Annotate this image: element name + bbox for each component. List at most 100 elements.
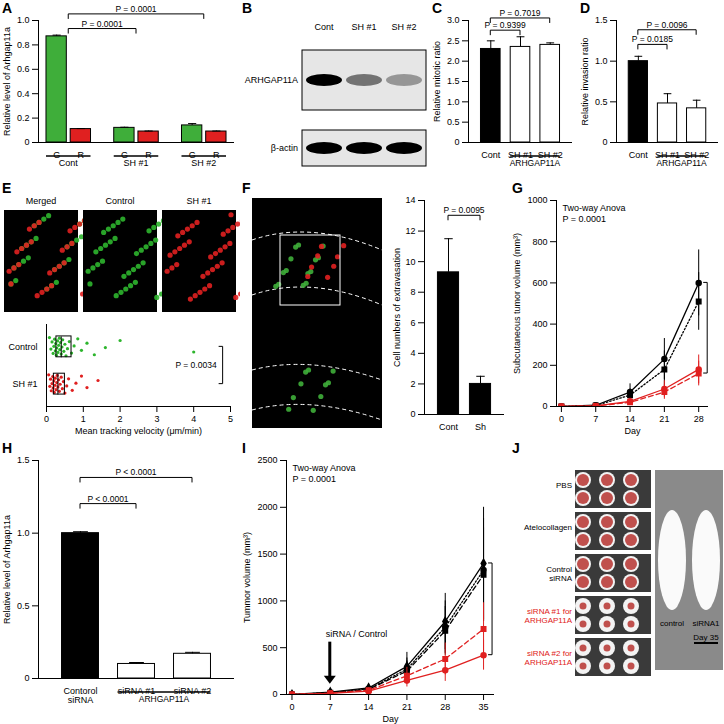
svg-text:1.0: 1.0	[595, 56, 608, 66]
svg-text:P = 0.7019: P = 0.7019	[499, 8, 540, 18]
svg-text:P = 0.0001: P = 0.0001	[293, 474, 337, 484]
svg-text:12: 12	[405, 226, 415, 236]
svg-text:Two-way Anova: Two-way Anova	[293, 463, 356, 473]
svg-text:7: 7	[593, 414, 598, 424]
svg-text:P = 0.0095: P = 0.0095	[443, 205, 484, 215]
svg-text:ARHGAP11A: ARHGAP11A	[139, 694, 190, 704]
svg-text:0: 0	[542, 401, 547, 411]
svg-text:P = 0.0001: P = 0.0001	[82, 19, 123, 29]
svg-text:Cont: Cont	[629, 150, 649, 160]
svg-text:Merged: Merged	[26, 196, 57, 206]
svg-text:ARHGAP11A: ARHGAP11A	[656, 158, 707, 168]
svg-text:21: 21	[659, 414, 669, 424]
svg-text:P = 0.0185: P = 0.0185	[632, 34, 673, 44]
svg-text:ControlsiRNA: ControlsiRNA	[546, 565, 572, 583]
svg-text:0.8: 0.8	[17, 40, 30, 50]
svg-text:0: 0	[24, 673, 29, 683]
svg-text:β-actin: β-actin	[271, 143, 298, 153]
svg-text:Relative invasion ratio: Relative invasion ratio	[580, 37, 590, 125]
svg-text:0.5: 0.5	[595, 97, 608, 107]
svg-text:2.5: 2.5	[447, 36, 460, 46]
svg-text:Control: Control	[8, 342, 37, 352]
svg-text:0: 0	[289, 702, 294, 712]
svg-text:0: 0	[24, 137, 29, 147]
svg-text:5: 5	[228, 414, 233, 424]
svg-text:Cont: Cont	[59, 158, 79, 168]
svg-text:0: 0	[559, 414, 564, 424]
svg-text:6: 6	[410, 318, 415, 328]
svg-text:siRNA / Control: siRNA / Control	[326, 629, 388, 639]
svg-text:Sh: Sh	[475, 422, 486, 432]
svg-text:0.5: 0.5	[17, 601, 30, 611]
svg-text:siRNA #2 forARHGAP11A: siRNA #2 forARHGAP11A	[525, 649, 573, 667]
svg-text:P = 0.0034: P = 0.0034	[175, 360, 216, 370]
svg-text:2500: 2500	[257, 455, 277, 465]
svg-text:1500: 1500	[257, 549, 277, 559]
svg-text:Control: Control	[105, 196, 134, 206]
svg-text:siRNA #1 forARHGAP11A: siRNA #1 forARHGAP11A	[525, 607, 573, 625]
svg-text:Two-way Anova: Two-way Anova	[563, 203, 626, 213]
svg-text:Day 35: Day 35	[693, 633, 719, 642]
svg-text:Relative level of Arhgap11a: Relative level of Arhgap11a	[2, 515, 12, 624]
svg-text:P = 0.0096: P = 0.0096	[646, 20, 687, 30]
svg-text:0.5: 0.5	[447, 117, 460, 127]
svg-text:siRNA1: siRNA1	[692, 619, 720, 628]
svg-text:ARHGAP11A: ARHGAP11A	[245, 75, 298, 85]
svg-text:7: 7	[328, 702, 333, 712]
svg-text:600: 600	[532, 278, 547, 288]
svg-text:PBS: PBS	[556, 481, 572, 490]
svg-text:SH #1: SH #1	[12, 379, 37, 389]
svg-text:ContorolsiRNA: ContorolsiRNA	[63, 686, 97, 705]
svg-text:Day: Day	[624, 426, 641, 436]
svg-text:0.4: 0.4	[17, 89, 30, 99]
svg-text:Cont: Cont	[481, 150, 501, 160]
svg-text:2: 2	[410, 379, 415, 389]
svg-text:21: 21	[402, 702, 412, 712]
svg-text:SH #1: SH #1	[186, 196, 211, 206]
svg-text:SH #2: SH #2	[391, 22, 416, 32]
svg-text:Relative level of Arhgap11a: Relative level of Arhgap11a	[2, 27, 12, 136]
svg-text:14: 14	[364, 702, 374, 712]
svg-text:2.0: 2.0	[447, 56, 460, 66]
svg-text:ARHGAP11A: ARHGAP11A	[510, 158, 561, 168]
svg-text:1000: 1000	[527, 195, 547, 205]
svg-text:Cell numbers of extravasation: Cell numbers of extravasation	[392, 248, 402, 367]
svg-text:400: 400	[532, 319, 547, 329]
svg-text:Subcutaneous tumor volume (mm³: Subcutaneous tumor volume (mm³)	[512, 233, 522, 374]
svg-text:1.0: 1.0	[447, 97, 460, 107]
svg-text:1.0: 1.0	[17, 528, 30, 538]
svg-text:800: 800	[532, 237, 547, 247]
svg-text:Relative mitotic ratio: Relative mitotic ratio	[432, 41, 442, 122]
svg-text:Tummor volume (mm³): Tummor volume (mm³)	[242, 532, 252, 623]
svg-text:1.5: 1.5	[595, 15, 608, 25]
svg-text:Day: Day	[382, 714, 399, 724]
svg-text:Cont: Cont	[439, 422, 459, 432]
svg-text:1.5: 1.5	[447, 76, 460, 86]
svg-text:1.5: 1.5	[17, 455, 30, 465]
svg-text:0: 0	[44, 414, 49, 424]
svg-text:SH #1: SH #1	[123, 158, 148, 168]
svg-text:4: 4	[191, 414, 196, 424]
svg-text:3.0: 3.0	[447, 15, 460, 25]
svg-text:R: R	[78, 150, 85, 160]
svg-text:14: 14	[405, 195, 415, 205]
svg-text:0: 0	[454, 137, 459, 147]
svg-text:P = 0.0001: P = 0.0001	[115, 4, 156, 14]
svg-text:200: 200	[532, 360, 547, 370]
svg-text:500: 500	[262, 643, 277, 653]
svg-text:Atelocollagen: Atelocollagen	[524, 523, 572, 532]
svg-text:0.2: 0.2	[17, 113, 30, 123]
svg-text:Mean tracking velocity (μm/min: Mean tracking velocity (μm/min)	[75, 426, 202, 436]
svg-text:4: 4	[410, 348, 415, 358]
svg-text:P < 0.0001: P < 0.0001	[115, 467, 156, 477]
svg-text:SH #2: SH #2	[191, 158, 216, 168]
svg-text:28: 28	[694, 414, 704, 424]
svg-text:1.0: 1.0	[17, 15, 30, 25]
svg-text:0: 0	[272, 689, 277, 699]
svg-text:8: 8	[410, 287, 415, 297]
svg-text:control: control	[660, 619, 684, 628]
svg-text:14: 14	[625, 414, 635, 424]
svg-text:P = 0.0001: P = 0.0001	[563, 214, 607, 224]
svg-text:35: 35	[479, 702, 489, 712]
svg-text:0: 0	[602, 137, 607, 147]
